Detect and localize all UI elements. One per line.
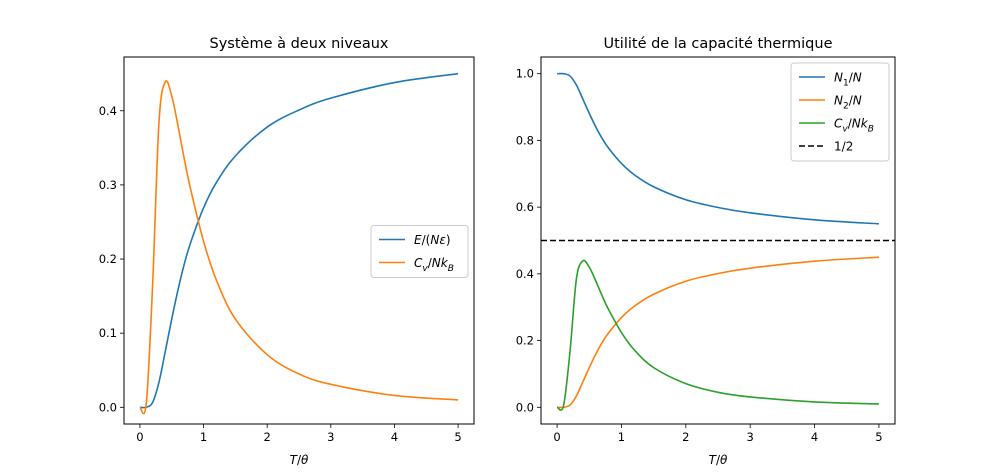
plot-area: [541, 72, 895, 411]
series-line-2: [557, 256, 879, 409]
y-tick-label: 1.0: [516, 67, 534, 81]
y-tick-label: 0.2: [516, 334, 534, 348]
x-tick-label: 5: [875, 430, 882, 444]
x-axis-label: T/θ: [290, 453, 309, 467]
x-tick-label: 3: [327, 430, 334, 444]
legend-label: 1/2: [834, 140, 853, 154]
x-axis-label: T/θ: [709, 453, 728, 467]
legend-label: Cv/NkB: [414, 256, 454, 274]
legend: N1/N N2/N Cv/NkB 1/2: [790, 62, 890, 162]
x-tick-label: 4: [391, 430, 398, 444]
plot-area: [139, 72, 459, 415]
y-tick-label: 0.2: [99, 252, 117, 266]
chart-panel-1: Système à deux niveaux 0 1 2 3 4 5 0.0 0.1 0.2 0.3…: [99, 36, 475, 467]
series-line-2: [139, 80, 459, 415]
x-tick-label: 2: [682, 430, 689, 444]
y-tick-label: 0.0: [516, 400, 534, 414]
series-line-1: [139, 72, 459, 409]
x-tick-label: 4: [811, 430, 818, 444]
x-tick-label: 3: [747, 430, 754, 444]
legend-label: Cv/NkB: [834, 117, 874, 135]
y-tick-label: 0.0: [99, 400, 117, 414]
chart-panel-2: Utilité de la capacité thermique 0 1 2 3 4 5 0.…: [516, 36, 896, 467]
x-tick-label: 5: [454, 430, 461, 444]
legend: E/(Nε) Cv/NkB: [370, 225, 469, 278]
x-tick-label: 2: [264, 430, 271, 444]
axes-frame: [123, 56, 475, 425]
legend-label: N1/N: [834, 71, 862, 89]
x-tick-label: 0: [136, 430, 143, 444]
y-tick-label: 0.4: [99, 104, 117, 118]
legend-label: N2/N: [834, 94, 862, 112]
y-tick-label: 0.3: [99, 178, 117, 192]
legend-box: [790, 62, 890, 162]
series-line-3: [556, 259, 879, 411]
y-tick-label: 0.4: [516, 267, 534, 281]
series-line-1: [557, 72, 879, 225]
legend-label: E/(Nε): [414, 233, 451, 247]
y-tick-label: 0.6: [516, 200, 534, 214]
x-tick-label: 0: [553, 430, 560, 444]
x-tick-label: 1: [618, 430, 625, 444]
legend-box: [370, 225, 469, 278]
chart-title: Système à deux niveaux: [210, 36, 389, 52]
y-tick-label: 0.1: [99, 326, 117, 340]
x-tick-label: 1: [200, 430, 207, 444]
y-tick-label: 0.8: [516, 133, 534, 147]
chart-title: Utilité de la capacité thermique: [604, 36, 833, 52]
